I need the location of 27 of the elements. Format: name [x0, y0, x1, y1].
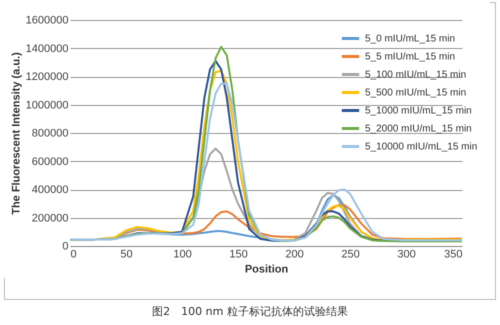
- x-tick-label: 250: [341, 248, 360, 260]
- y-tick-label: 600000: [32, 156, 68, 168]
- y-tick-label: 0: [62, 240, 68, 252]
- y-tick-label: 800000: [32, 128, 68, 140]
- legend-label: 5_10000 mIU/mL_15 min: [365, 142, 478, 152]
- legend-label: 5_1000 mIU/mL_15 min: [365, 106, 472, 116]
- caption: 图2 100 nm 粒子标记抗体的试验结果: [151, 304, 349, 319]
- y-tick-label: 1600000: [26, 14, 68, 26]
- legend-label: 5_5 mIU/mL_15 min: [365, 52, 456, 62]
- x-tick-label: 200: [285, 248, 304, 260]
- x-tick-label: 0: [70, 248, 77, 260]
- x-tick-label: 350: [444, 248, 462, 260]
- y-axis-title: The Fluorescent Intensity (a.u.): [10, 52, 23, 215]
- x-axis-title: Position: [244, 264, 288, 276]
- y-tick-label: 1000000: [26, 99, 68, 112]
- x-tick-label: 50: [120, 248, 133, 260]
- x-tick-label: 150: [229, 248, 248, 260]
- legend-label: 5_2000 mIU/mL_15 min: [365, 124, 472, 134]
- y-tick-label: 1200000: [26, 71, 68, 83]
- x-tick-label: 100: [173, 248, 192, 260]
- x-tick-label: 300: [397, 248, 416, 260]
- legend-label: 5_500 mIU/mL_15 min: [365, 88, 466, 98]
- y-tick-label: 200000: [32, 212, 68, 224]
- legend-label: 5_0 mIU/mL_15 min: [365, 34, 456, 44]
- legend-label: 5_100 mIU/mL_15 min: [365, 70, 466, 80]
- y-tick-label: 400000: [32, 184, 68, 196]
- y-tick-label: 1400000: [26, 42, 68, 55]
